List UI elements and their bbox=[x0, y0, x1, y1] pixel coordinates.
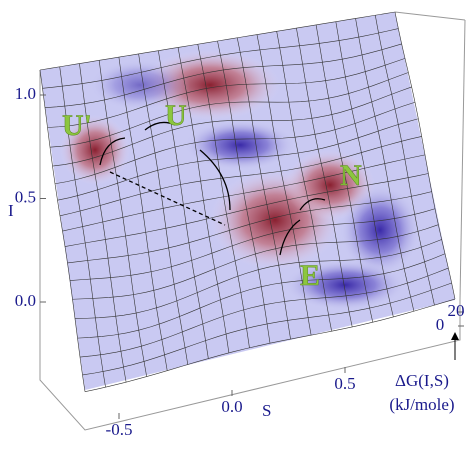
arrow bbox=[199, 149, 231, 211]
blob bbox=[285, 260, 405, 310]
state-label: E bbox=[300, 259, 320, 292]
z-arrow-head bbox=[451, 332, 459, 340]
grid-line bbox=[84, 298, 456, 392]
y-tick-label: 1.0 bbox=[15, 84, 36, 103]
arrow bbox=[279, 219, 301, 256]
state-label: U bbox=[165, 99, 187, 132]
box-edge bbox=[459, 19, 466, 301]
box bbox=[39, 11, 466, 431]
blob bbox=[340, 185, 420, 275]
blob bbox=[60, 115, 130, 185]
state-label: U' bbox=[62, 109, 92, 142]
box-edge bbox=[39, 70, 461, 431]
y-axis-label: I bbox=[8, 201, 14, 220]
z-tick-label: 20 bbox=[448, 301, 465, 320]
y-tick-label: 0.5 bbox=[15, 187, 36, 206]
z-tick-label: 0 bbox=[436, 315, 445, 334]
blob bbox=[185, 120, 295, 170]
x-axis-label: S bbox=[262, 401, 271, 420]
y-tick-label: 0.0 bbox=[15, 291, 36, 310]
x-tick-label: -0.5 bbox=[106, 420, 133, 439]
x-tick-label: 0.5 bbox=[334, 374, 355, 393]
x-tick-label: 0.0 bbox=[221, 397, 242, 416]
arrow bbox=[144, 121, 176, 131]
arrow bbox=[99, 137, 126, 166]
z-axis-label: ΔG(I,S) bbox=[395, 371, 449, 390]
grid-line bbox=[79, 267, 449, 358]
grid-line bbox=[394, 11, 456, 300]
paths bbox=[99, 121, 326, 256]
surface-grid bbox=[39, 11, 456, 392]
grid-line bbox=[374, 15, 435, 306]
state-label: N bbox=[340, 159, 362, 192]
arrow bbox=[109, 171, 226, 226]
z-axis-label: (kJ/mole) bbox=[389, 395, 454, 414]
grid-line bbox=[77, 253, 446, 339]
grid-line bbox=[82, 282, 452, 376]
box-edge bbox=[394, 11, 466, 21]
arrow bbox=[299, 198, 326, 211]
grid-line bbox=[355, 18, 415, 312]
